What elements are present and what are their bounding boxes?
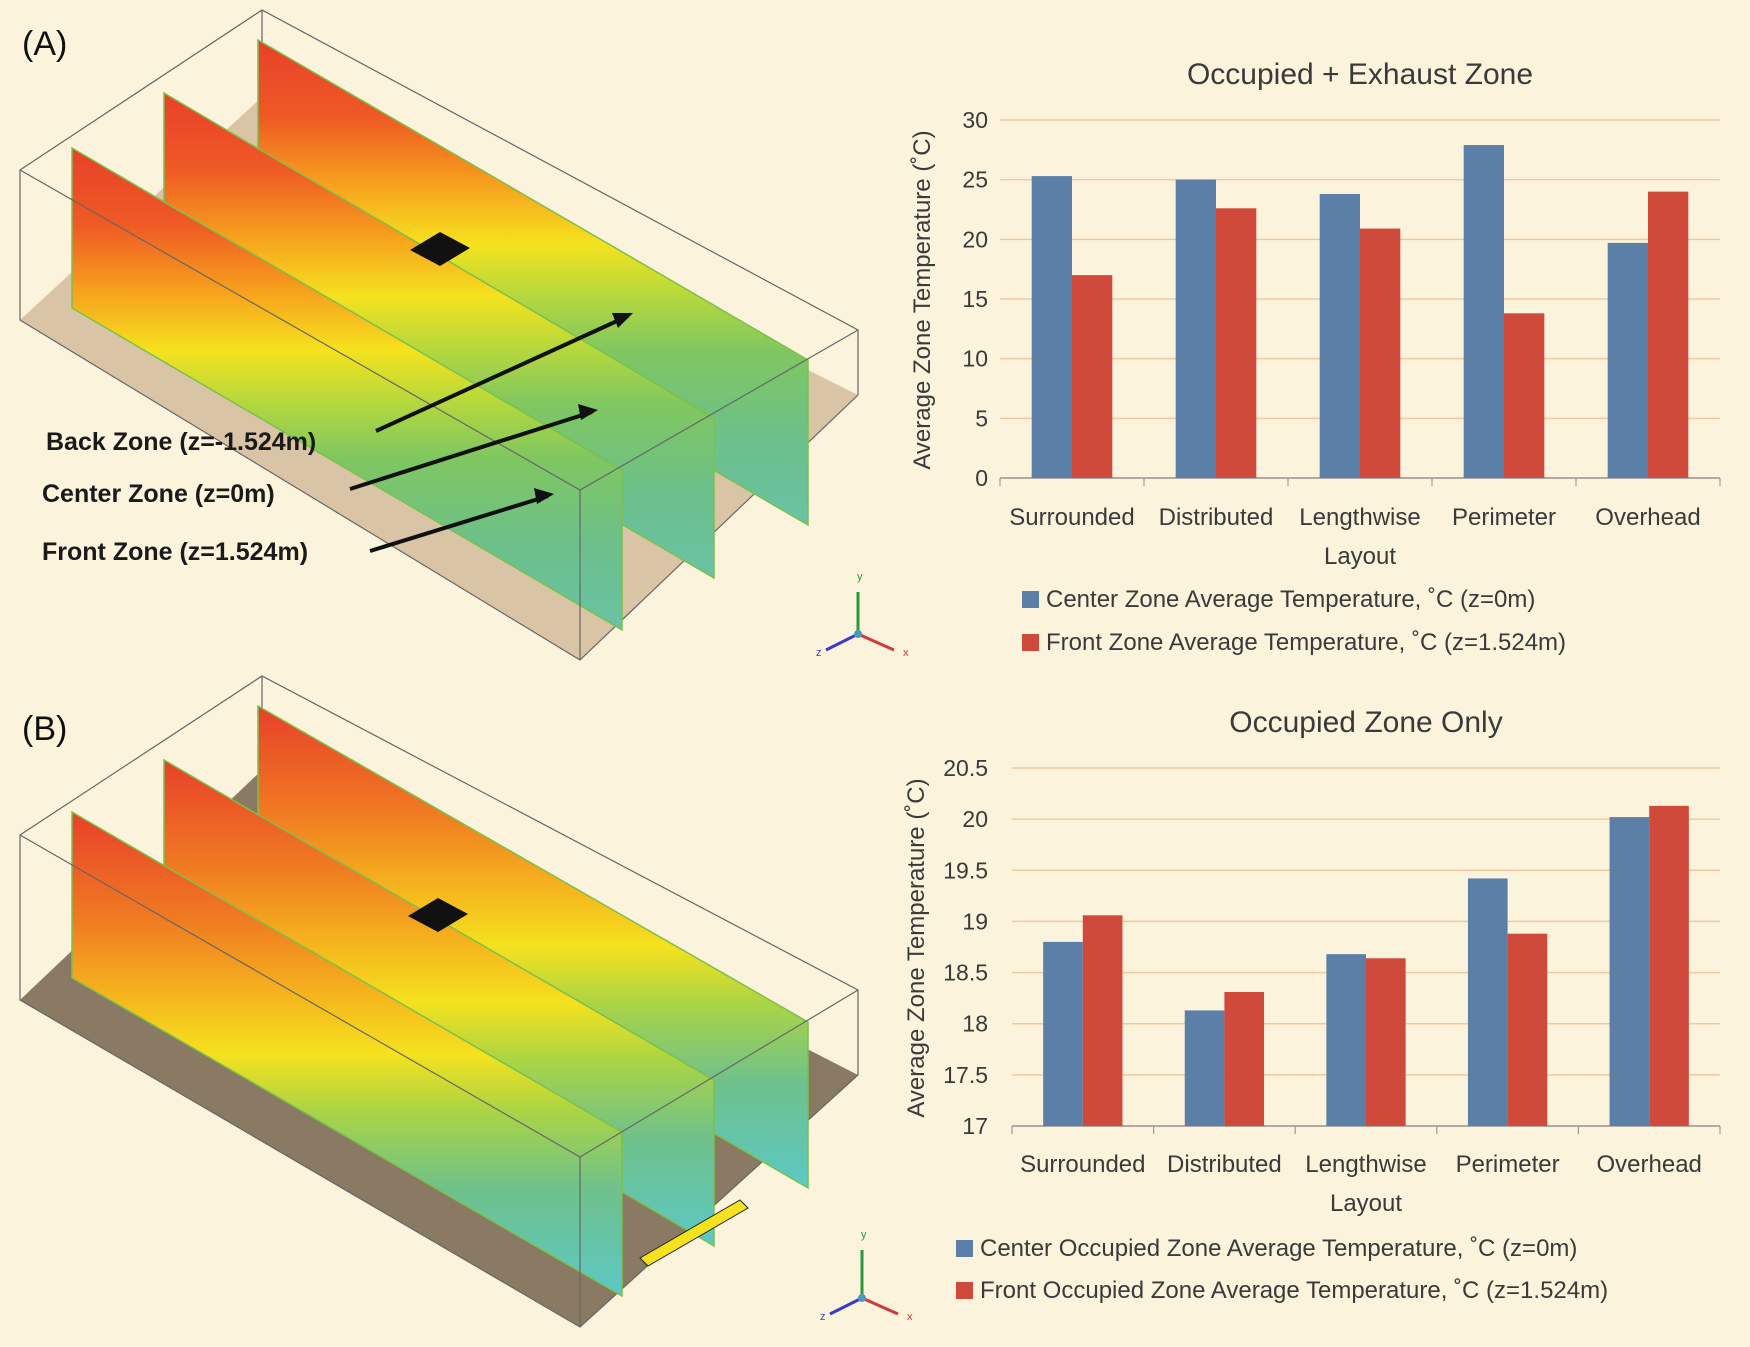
- y-tick-label: 17: [962, 1113, 988, 1139]
- legend-label: Center Zone Average Temperature, ˚C (z=0…: [1046, 586, 1535, 613]
- bar-front-surrounded: [1072, 275, 1113, 478]
- bar-front-perimeter: [1507, 933, 1548, 1126]
- x-tick-label: Surrounded: [1020, 1151, 1145, 1178]
- bar-center-overhead: [1607, 242, 1648, 478]
- exhaust-vent-b: [408, 898, 468, 932]
- y-tick-label: 18.5: [943, 960, 988, 986]
- bar-front-overhead: [1648, 191, 1689, 478]
- y-tick-label: 19.5: [943, 857, 988, 883]
- box-frame-front-b: [19, 834, 859, 1327]
- x-tick-label: Perimeter: [1456, 1151, 1560, 1178]
- x-axis-label: Layout: [1324, 543, 1396, 570]
- exhaust-vent-a: [410, 232, 470, 266]
- z-axis-arrow: [829, 1296, 863, 1316]
- bar-front-overhead: [1649, 805, 1689, 1126]
- bar-center-distributed: [1184, 1010, 1225, 1126]
- legend-swatch: [1022, 591, 1039, 608]
- y-axis-label: Average Zone Temperature (˚C): [903, 778, 930, 1117]
- x-axis-label: Layout: [1330, 1190, 1402, 1217]
- y-tick-label: 20.5: [943, 755, 988, 781]
- x-tick-label: Distributed: [1167, 1151, 1282, 1178]
- bar-front-distributed: [1224, 992, 1265, 1126]
- arrow-center-zone: [349, 410, 593, 491]
- x-tick-label: Perimeter: [1452, 504, 1556, 531]
- illustration-b: [19, 675, 859, 1328]
- y-tick-label: 19: [962, 908, 988, 934]
- bar-center-overhead: [1609, 817, 1650, 1126]
- bar-center-perimeter: [1467, 878, 1508, 1126]
- bar-front-lengthwise: [1360, 228, 1401, 478]
- chart-occupied-zone-only: Occupied Zone Only 17 17.5 18 18.5 19 19.5 20 20…: [903, 706, 1721, 1304]
- bar-center-lengthwise: [1319, 193, 1360, 478]
- panel-label-b: (B): [22, 710, 67, 748]
- axis-triad-a: y x z: [816, 571, 909, 659]
- triad-origin: [858, 1294, 866, 1302]
- label-front-zone: Front Zone (z=1.524m): [42, 538, 308, 566]
- y-tick-label: 0: [975, 465, 988, 491]
- box-frame-front-a: [19, 169, 859, 660]
- legend-swatch: [956, 1282, 973, 1299]
- arrow-back-zone: [375, 314, 629, 433]
- y-tick-label: 20: [962, 226, 988, 252]
- y-tick-label: 20: [962, 806, 988, 832]
- x-tick-label: Lengthwise: [1305, 1151, 1426, 1178]
- axis-triad-b: y x z: [820, 1229, 913, 1323]
- bar-front-distributed: [1216, 208, 1257, 478]
- chart-title: Occupied + Exhaust Zone: [1187, 58, 1533, 91]
- y-tick-label: 18: [962, 1011, 988, 1037]
- triad-label-z: z: [820, 1311, 826, 1323]
- bar-center-lengthwise: [1326, 954, 1366, 1126]
- arrowhead-front-zone: [534, 488, 554, 504]
- bar-center-perimeter: [1463, 145, 1504, 478]
- bar-center-surrounded: [1031, 176, 1072, 478]
- legend-swatch: [1022, 634, 1039, 651]
- y-tick-label: 15: [962, 286, 988, 312]
- legend-swatch: [956, 1240, 973, 1257]
- x-axis-arrow: [857, 632, 895, 652]
- label-back-zone: Back Zone (z=-1.524m): [46, 428, 316, 456]
- triad-label-x: x: [907, 1311, 913, 1323]
- chart-title: Occupied Zone Only: [1229, 706, 1502, 739]
- y-tick-label: 30: [962, 107, 988, 133]
- arrow-front-zone: [369, 494, 549, 553]
- chart-occupied-exhaust-zone: Occupied + Exhaust Zone 0 5 10 15 20 25 30 Surro…: [909, 58, 1721, 656]
- x-tick-label: Surrounded: [1009, 504, 1134, 531]
- triad-origin: [854, 630, 862, 638]
- x-tick-label: Overhead: [1596, 1151, 1701, 1178]
- panel-label-a: (A): [22, 25, 67, 63]
- supply-diffuser-b: [639, 1199, 749, 1267]
- bar-front-perimeter: [1504, 313, 1545, 478]
- y-tick-label: 17.5: [943, 1062, 988, 1088]
- legend-label: Front Occupied Zone Average Temperature,…: [980, 1277, 1608, 1304]
- contour-wall-front-b: [71, 810, 623, 1298]
- triad-label-x: x: [903, 647, 909, 659]
- y-tick-label: 25: [962, 167, 988, 193]
- x-tick-label: Distributed: [1159, 504, 1274, 531]
- triad-label-z: z: [816, 647, 822, 659]
- illustration-a: [19, 9, 859, 661]
- x-tick-label: Overhead: [1595, 504, 1700, 531]
- label-center-zone: Center Zone (z=0m): [42, 480, 275, 508]
- y-tick-label: 5: [975, 405, 988, 431]
- arrowhead-back-zone: [612, 313, 633, 328]
- legend-label: Center Occupied Zone Average Temperature…: [980, 1235, 1577, 1262]
- bar-center-surrounded: [1043, 941, 1083, 1126]
- x-tick-label: Lengthwise: [1299, 504, 1420, 531]
- contour-wall-front-a: [71, 146, 623, 632]
- x-axis-arrow: [861, 1296, 899, 1316]
- z-axis-arrow: [825, 632, 859, 652]
- y-axis-label: Average Zone Temperature (˚C): [909, 130, 936, 469]
- triad-label-y: y: [857, 571, 863, 583]
- y-tick-label: 10: [962, 346, 988, 372]
- arrowhead-center-zone: [578, 404, 598, 420]
- bar-center-distributed: [1175, 179, 1216, 478]
- bar-front-lengthwise: [1366, 958, 1406, 1126]
- triad-label-y: y: [861, 1229, 867, 1241]
- bar-front-surrounded: [1082, 915, 1123, 1126]
- zone-annotations: Back Zone (z=-1.524m) Center Zone (z=0m)…: [42, 313, 633, 566]
- legend-label: Front Zone Average Temperature, ˚C (z=1.…: [1046, 629, 1566, 656]
